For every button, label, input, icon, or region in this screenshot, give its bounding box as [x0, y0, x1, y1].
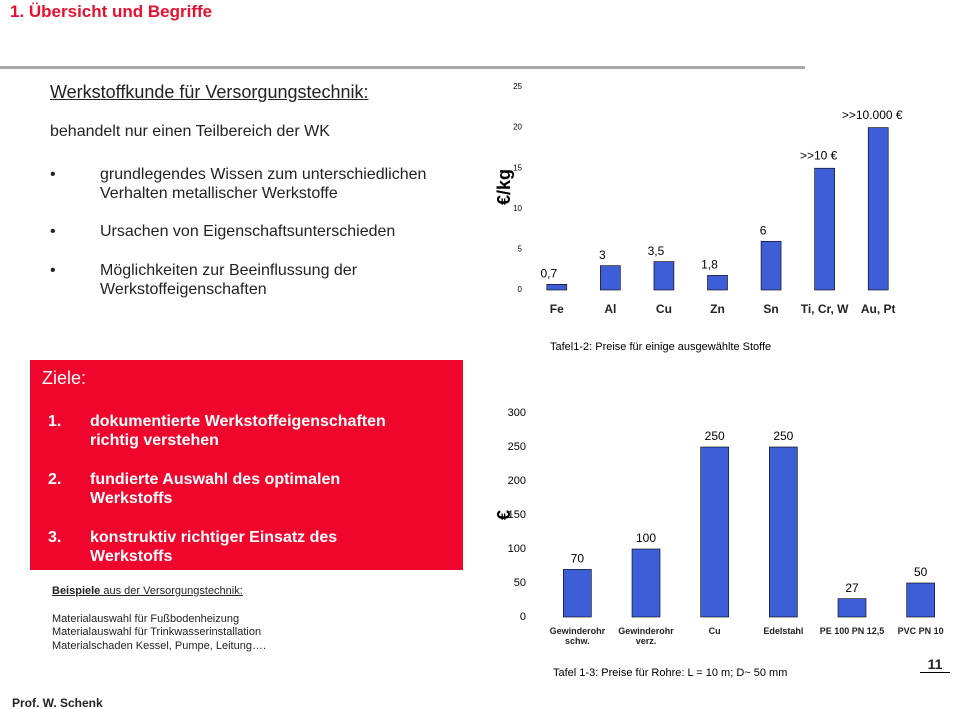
- x-tick-label: Au, Pt: [860, 302, 896, 316]
- y-tick-label: 250: [508, 441, 526, 453]
- y-tick-label: 100: [508, 543, 526, 555]
- value-label: 3: [599, 248, 606, 262]
- examples-title-rest: aus der Versorgungstechnik:: [103, 585, 243, 597]
- y-tick-label: 0: [518, 285, 523, 294]
- goal-number: 1.: [48, 413, 62, 430]
- bar: [563, 569, 592, 618]
- goals-box: Ziele: 1. dokumentierte Werkstoffeigensch…: [30, 360, 463, 570]
- example: Materialschaden Kessel, Pumpe, Leitung….: [52, 640, 267, 652]
- value-label: 50: [914, 565, 928, 579]
- bar: [837, 598, 867, 618]
- x-tick-label: Al: [604, 302, 617, 316]
- goal: 3. konstruktiv richtiger Einsatz des Werk…: [48, 528, 448, 566]
- caption: Tafel1-2: Preise für einige ausgewählte …: [550, 341, 771, 353]
- x-tick-label: Zn: [710, 302, 725, 316]
- heading: Werkstoffkunde für Versorgungstechnik:: [50, 82, 369, 102]
- x-tick-label: Sn: [763, 302, 779, 316]
- bullet: Ursachen von Eigenschaftsunterschieden: [50, 222, 520, 241]
- bar: [867, 127, 889, 291]
- bar: [769, 446, 798, 618]
- bar: [707, 275, 728, 291]
- bullet: Möglichkeiten zur Beeinflussung der Werk…: [50, 261, 400, 299]
- example: Materialauswahl für Fußbodenheizung: [52, 613, 240, 625]
- y-tick-label: 50: [514, 577, 526, 589]
- y-tick-label: 200: [508, 475, 526, 487]
- y-tick-label: 300: [508, 407, 526, 419]
- bar: [600, 265, 621, 291]
- value-label: 1,8: [701, 258, 718, 272]
- y-axis-label: €/kg: [494, 169, 514, 205]
- x-tick-label: Cu: [708, 626, 721, 636]
- goal-text: dokumentierte Werkstoffeigenschaften ric…: [90, 413, 386, 449]
- bar: [760, 240, 782, 291]
- y-axis-label: €: [494, 510, 514, 520]
- goal-number: 2.: [48, 471, 62, 488]
- bar: [814, 167, 835, 291]
- y-tick-label: 150: [508, 509, 526, 521]
- bar: [653, 261, 675, 291]
- x-tick-label: Fe: [549, 302, 564, 316]
- y-tick-label: 25: [513, 82, 522, 91]
- examples-title: Beispiele aus der Versorgungstechnik:: [52, 585, 243, 597]
- annotation: >>10 €: [800, 148, 838, 162]
- bar: [546, 284, 568, 291]
- example: Materialauswahl für Trinkwasserinstallat…: [52, 626, 262, 638]
- intro: behandelt nur einen Teilbereich der WK: [50, 123, 330, 140]
- page-number: 11: [920, 656, 950, 673]
- y-tick-label: 20: [513, 123, 522, 132]
- author: Prof. W. Schenk: [12, 696, 103, 709]
- bar: [631, 548, 661, 618]
- bullet: grundlegendes Wissen zum unterschiedlich…: [50, 165, 480, 203]
- value-label: 27: [845, 581, 859, 595]
- goal-text: fundierte Auswahl des optimalen Werkstof…: [90, 471, 341, 507]
- x-tick-label: PVC PN 10: [897, 626, 944, 636]
- value-label: 250: [773, 429, 793, 443]
- goals-title: Ziele:: [42, 368, 87, 388]
- x-tick-label: Cu: [655, 302, 672, 316]
- y-tick-label: 5: [518, 245, 523, 254]
- value-label: 3,5: [648, 244, 665, 258]
- x-tick-label: PE 100 PN 12,5: [819, 626, 885, 636]
- annotation: >>10.000 €: [842, 108, 903, 122]
- x-tick-label: Gewinderohr schw.: [549, 626, 606, 646]
- goal-text: konstruktiv richtiger Einsatz des Werkst…: [90, 529, 338, 565]
- value-label: 100: [636, 531, 656, 545]
- x-tick-label: Gewinderohr verz.: [618, 626, 674, 646]
- goal: 1. dokumentierte Werkstoffeigenschaften r…: [48, 412, 448, 450]
- value-label: 250: [705, 429, 725, 443]
- x-tick-label: Edelstahl: [763, 626, 804, 636]
- value-label: 6: [760, 223, 767, 237]
- y-tick-label: 0: [520, 611, 526, 623]
- caption: Tafel 1-3: Preise für Rohre: L = 10 m; D…: [553, 667, 787, 679]
- value-label: 0,7: [540, 266, 557, 280]
- bar: [906, 582, 935, 618]
- divider: [0, 66, 805, 69]
- y-tick-label: 10: [513, 204, 522, 213]
- bar: [700, 446, 729, 618]
- value-label: 70: [571, 552, 585, 566]
- goal-number: 3.: [48, 529, 62, 546]
- examples-title-bold: Beispiele: [52, 585, 101, 597]
- slide-title: 1. Übersicht und Begriffe: [10, 2, 213, 21]
- goal: 2. fundierte Auswahl des optimalen Werkst…: [48, 470, 448, 508]
- y-tick-label: 15: [513, 163, 522, 172]
- x-tick-label: Ti, Cr, W: [800, 302, 849, 316]
